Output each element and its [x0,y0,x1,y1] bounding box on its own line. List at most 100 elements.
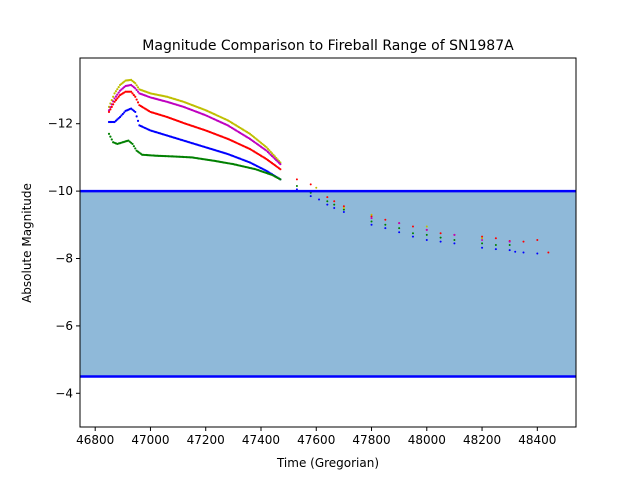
data-point [326,200,329,203]
data-point [113,97,116,100]
data-point [116,97,119,100]
data-point [508,240,511,243]
data-point [309,195,312,198]
data-point [268,152,271,155]
data-point [135,84,138,87]
y-axis-label: Absolute Magnitude [20,183,34,303]
data-point [326,203,329,206]
data-point [425,228,428,231]
data-point [110,105,113,108]
data-point [370,223,373,226]
data-point [453,238,456,241]
data-point [522,251,525,254]
data-point [453,242,456,245]
plot-area: 46800 47000 47200 47400 47600 47800 48000 48200… [48,57,577,447]
data-point [279,168,282,171]
data-point [107,132,111,135]
data-point [118,115,122,119]
data-point [136,119,140,123]
data-point [425,225,428,228]
data-point [114,99,118,102]
data-point [411,232,414,235]
data-point [439,232,442,235]
data-point [265,146,268,149]
data-point [536,252,539,255]
data-point [117,85,120,89]
data-point [131,142,134,146]
data-point [384,227,387,230]
data-point [279,163,282,166]
data-point [268,149,271,152]
data-point [333,200,336,203]
data-point [116,93,119,96]
data-point [113,92,116,95]
data-point [275,159,278,162]
x-tick-label: 46800 [76,433,114,447]
data-point [265,149,268,152]
data-point [333,206,336,209]
x-tick-label: 48000 [408,433,446,447]
data-point [134,82,137,85]
data-point [425,233,428,236]
data-point [547,251,550,254]
y-tick-label: −10 [48,184,73,198]
data-point [266,147,269,150]
data-point [333,203,336,206]
data-point [270,154,274,158]
data-point [370,213,373,216]
data-point [453,233,456,236]
data-point [514,250,517,253]
data-point [494,244,497,247]
x-tick-label: 47000 [131,433,169,447]
data-point [134,95,137,98]
data-point [136,90,140,93]
data-point [481,235,484,238]
data-point [481,238,484,241]
x-tick-label: 47600 [297,433,335,447]
data-point [318,198,321,201]
data-point [295,185,298,188]
data-point [276,160,279,163]
data-point [135,115,138,118]
data-point [295,178,298,181]
x-tick-label: 47200 [187,433,225,447]
data-point [342,206,345,209]
data-point [109,135,112,138]
data-point [136,101,140,104]
data-point [384,218,387,221]
data-point [109,108,112,111]
data-point [370,215,373,218]
data-point [132,145,135,148]
x-tick-label: 47400 [242,433,280,447]
data-point [342,208,345,211]
data-point [342,211,345,214]
y-tick-label: −6 [55,319,73,333]
data-point [272,156,275,159]
data-point [134,87,137,90]
data-point [277,161,281,164]
axes-frame [79,57,577,428]
data-point [522,240,525,243]
data-point [269,153,272,156]
data-point [279,178,282,181]
x-tick-label: 48400 [518,433,556,447]
data-point [132,93,135,97]
data-point [112,103,115,106]
data-point [411,235,414,238]
data-point [269,150,272,153]
data-point [131,92,134,95]
data-point [481,246,484,249]
data-point [508,244,511,247]
data-point [117,95,120,98]
x-axis-label: Time (Gregorian) [276,456,379,470]
y-tick-label: −12 [48,117,73,131]
data-point [494,248,497,251]
data-point [398,231,401,234]
data-point [273,157,276,160]
data-point [309,183,312,186]
y-tick-label: −8 [55,252,73,266]
data-point [121,112,124,116]
chart-title: Magnitude Comparison to Fireball Range o… [142,38,514,54]
data-point [384,223,387,226]
data-point [107,110,111,114]
